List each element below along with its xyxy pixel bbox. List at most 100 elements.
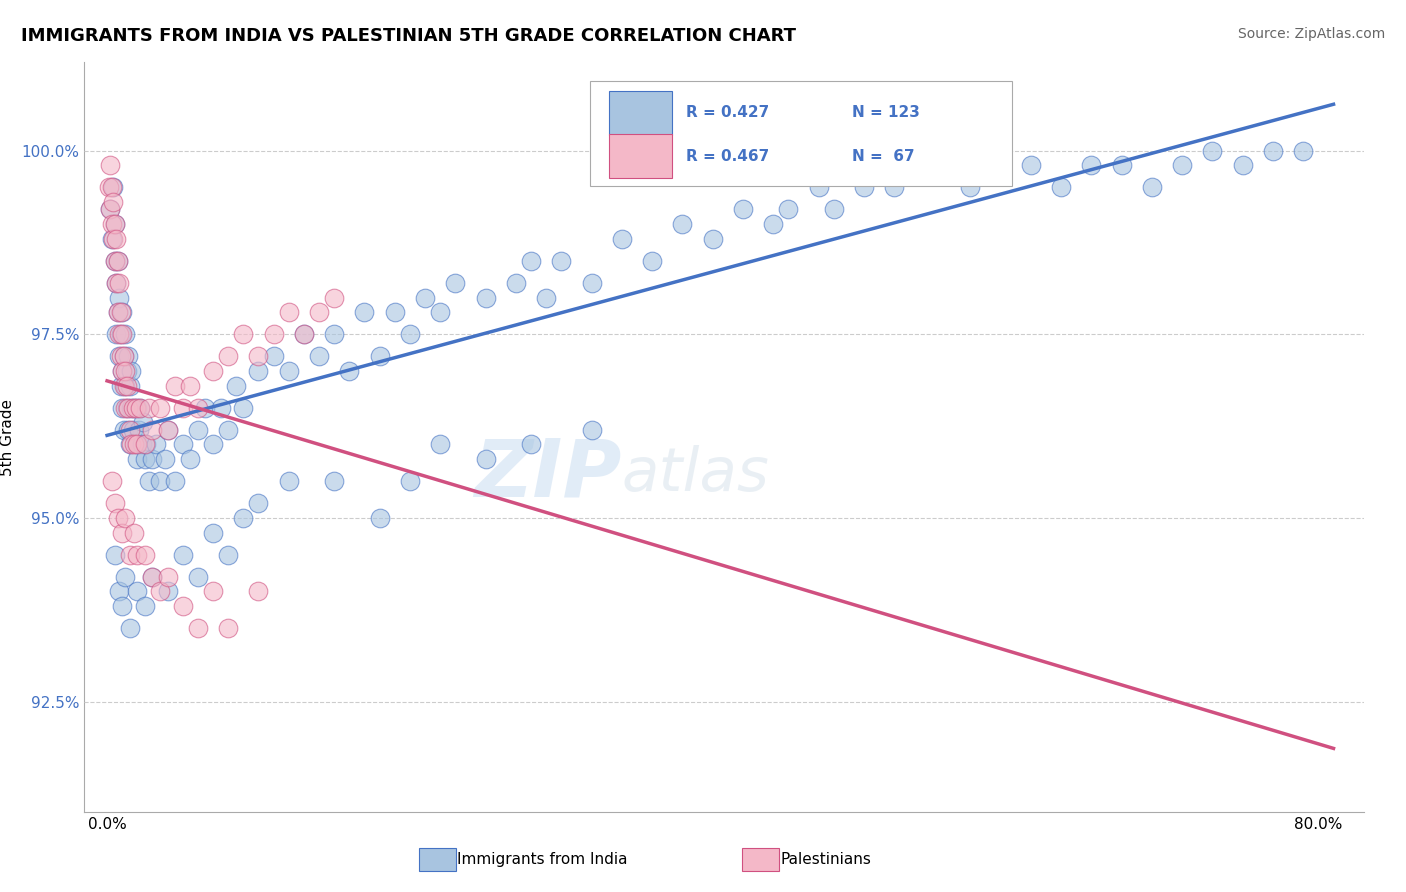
Point: [141, 569, 163, 583]
Point: [353, 305, 375, 319]
Point: [149, 401, 172, 415]
Point: [292, 327, 315, 342]
Point: [115, 364, 138, 378]
Point: [232, 401, 254, 415]
Point: [100, 217, 122, 231]
Point: [153, 452, 176, 467]
Text: IMMIGRANTS FROM INDIA VS PALESTINIAN 5TH GRADE CORRELATION CHART: IMMIGRANTS FROM INDIA VS PALESTINIAN 5TH…: [21, 27, 796, 45]
Point: [187, 621, 209, 635]
Point: [104, 217, 127, 231]
Point: [444, 276, 467, 290]
Point: [110, 305, 132, 319]
Point: [959, 180, 981, 194]
Point: [172, 437, 194, 451]
Point: [1261, 144, 1284, 158]
Point: [108, 291, 131, 305]
Point: [127, 584, 149, 599]
Text: Immigrants from India: Immigrants from India: [457, 853, 627, 867]
Point: [172, 599, 194, 613]
FancyBboxPatch shape: [609, 134, 672, 178]
Point: [520, 437, 543, 451]
Point: [202, 437, 225, 451]
Point: [277, 364, 299, 378]
Point: [149, 474, 172, 488]
Point: [125, 401, 148, 415]
Point: [100, 474, 122, 488]
Point: [108, 276, 131, 290]
Point: [124, 401, 146, 415]
Point: [179, 378, 201, 392]
Point: [474, 291, 496, 305]
Point: [217, 349, 239, 363]
Point: [107, 305, 129, 319]
Point: [581, 423, 603, 437]
Point: [1140, 180, 1163, 194]
Point: [129, 401, 152, 415]
Point: [105, 327, 128, 342]
Point: [114, 511, 136, 525]
Point: [308, 305, 330, 319]
Point: [165, 378, 187, 392]
Point: [134, 599, 156, 613]
Point: [111, 599, 134, 613]
Point: [187, 401, 209, 415]
Point: [111, 305, 134, 319]
Text: Palestinians: Palestinians: [780, 853, 872, 867]
Point: [108, 584, 131, 599]
Point: [202, 584, 225, 599]
Point: [165, 474, 187, 488]
Point: [111, 525, 134, 540]
Point: [1232, 158, 1254, 172]
Point: [172, 401, 194, 415]
Point: [399, 327, 422, 342]
Point: [128, 423, 150, 437]
Point: [914, 158, 936, 172]
Point: [120, 437, 142, 451]
Point: [534, 291, 557, 305]
Point: [107, 511, 129, 525]
Point: [104, 217, 127, 231]
Point: [247, 364, 270, 378]
Y-axis label: 5th Grade: 5th Grade: [0, 399, 14, 475]
Point: [127, 548, 149, 562]
Point: [129, 401, 152, 415]
Point: [156, 569, 179, 583]
Point: [118, 548, 141, 562]
Point: [114, 401, 136, 415]
Point: [114, 378, 136, 392]
Point: [156, 423, 179, 437]
Point: [107, 253, 129, 268]
Point: [104, 253, 127, 268]
Point: [134, 548, 156, 562]
Point: [990, 158, 1012, 172]
Point: [107, 305, 129, 319]
Point: [131, 437, 153, 451]
Point: [520, 253, 543, 268]
Point: [114, 364, 136, 378]
Point: [120, 401, 142, 415]
Point: [101, 180, 124, 194]
Point: [108, 349, 131, 363]
Point: [807, 180, 830, 194]
Point: [1171, 158, 1194, 172]
Point: [121, 401, 143, 415]
Point: [121, 423, 143, 437]
Point: [928, 158, 950, 172]
Point: [883, 180, 905, 194]
Point: [112, 349, 135, 363]
Point: [550, 253, 572, 268]
Point: [368, 511, 391, 525]
Point: [134, 437, 156, 451]
Point: [277, 474, 299, 488]
Point: [141, 452, 163, 467]
Point: [247, 349, 270, 363]
Point: [187, 569, 209, 583]
Point: [263, 327, 285, 342]
Point: [108, 327, 131, 342]
Point: [105, 276, 128, 290]
Point: [112, 349, 135, 363]
Point: [127, 401, 149, 415]
Point: [225, 378, 247, 392]
Text: Source: ZipAtlas.com: Source: ZipAtlas.com: [1237, 27, 1385, 41]
Point: [263, 349, 285, 363]
